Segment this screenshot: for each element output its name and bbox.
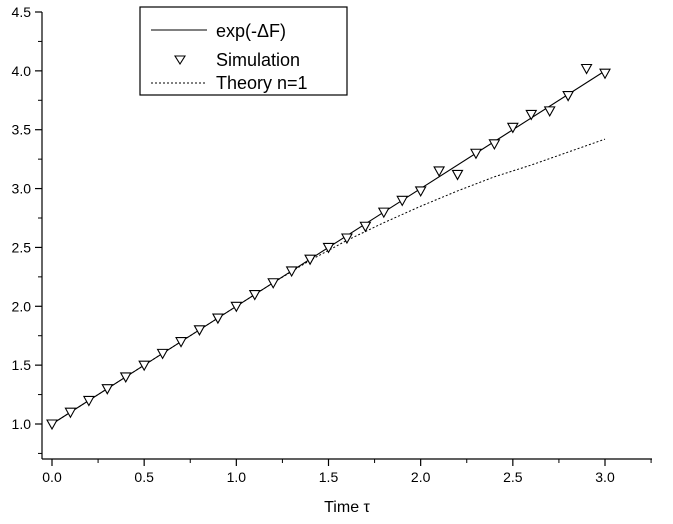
simulation-point — [211, 313, 224, 325]
x-tick-label: 0.5 — [134, 469, 154, 485]
simulation-point — [193, 325, 206, 336]
legend: exp(-ΔF) Simulation Theory n=1 — [139, 6, 348, 96]
simulation-point — [230, 301, 243, 313]
simulation-point — [267, 278, 280, 289]
x-tick-label: 2.0 — [411, 469, 431, 485]
x-tick-label: 0.0 — [42, 469, 62, 485]
simulation-point — [543, 106, 556, 118]
y-tick-label: 2.0 — [12, 298, 32, 314]
simulation-point — [304, 254, 317, 266]
simulation-point — [470, 148, 482, 160]
y-axis-ticks: 1.0 1.5 2.0 2.5 3.0 3.5 4.0 4.5 — [12, 4, 42, 454]
simulation-point — [562, 91, 575, 102]
x-axis-label: Time τ — [324, 499, 370, 516]
y-tick-label: 3.0 — [12, 181, 32, 197]
simulation-point — [377, 207, 390, 219]
legend-box — [139, 6, 348, 96]
series-layer — [46, 63, 611, 431]
simulation-point — [64, 407, 77, 419]
x-tick-label: 2.5 — [503, 469, 523, 485]
y-tick-label: 4.5 — [12, 4, 32, 20]
simulation-point — [82, 395, 95, 407]
simulation-point — [46, 419, 58, 431]
simulation-point — [175, 337, 187, 348]
simulation-point — [156, 348, 169, 360]
x-axis-ticks: 0.0 0.5 1.0 1.5 2.0 2.5 3.0 — [42, 459, 652, 485]
simulation-point — [359, 221, 372, 233]
x-tick-label: 1.5 — [319, 469, 339, 485]
x-tick-label: 1.0 — [227, 469, 247, 485]
simulation-point — [580, 63, 593, 75]
simulation-point — [525, 109, 538, 121]
legend-item-theory: Theory n=1 — [151, 73, 308, 93]
simulation-point — [506, 122, 519, 134]
legend-label-simulation: Simulation — [216, 50, 300, 70]
legend-triangle-down-marker — [174, 55, 186, 66]
series-theory-line — [51, 138, 606, 425]
simulation-point — [322, 242, 335, 254]
legend-label-exp: exp(-ΔF) — [216, 21, 286, 41]
y-tick-label: 1.0 — [12, 416, 32, 432]
y-tick-label: 4.0 — [12, 63, 32, 79]
simulation-point — [285, 266, 298, 278]
x-tick-label: 3.0 — [595, 469, 615, 485]
simulation-point — [340, 233, 353, 245]
simulation-point — [488, 139, 501, 150]
y-tick-label: 2.5 — [12, 239, 32, 255]
legend-item-exp: exp(-ΔF) — [151, 21, 286, 41]
simulation-point — [451, 169, 464, 181]
simulation-point — [119, 372, 132, 384]
simulation-point — [248, 289, 261, 301]
simulation-point — [599, 68, 611, 80]
simulation-point — [101, 384, 114, 395]
y-tick-label: 3.5 — [12, 122, 32, 138]
simulation-point — [433, 166, 446, 178]
simulation-point — [138, 360, 151, 372]
simulation-point — [396, 195, 409, 207]
legend-label-theory: Theory n=1 — [216, 73, 308, 93]
legend-item-simulation: Simulation — [174, 50, 300, 70]
y-tick-label: 1.5 — [12, 357, 32, 373]
simulation-point — [414, 186, 427, 198]
